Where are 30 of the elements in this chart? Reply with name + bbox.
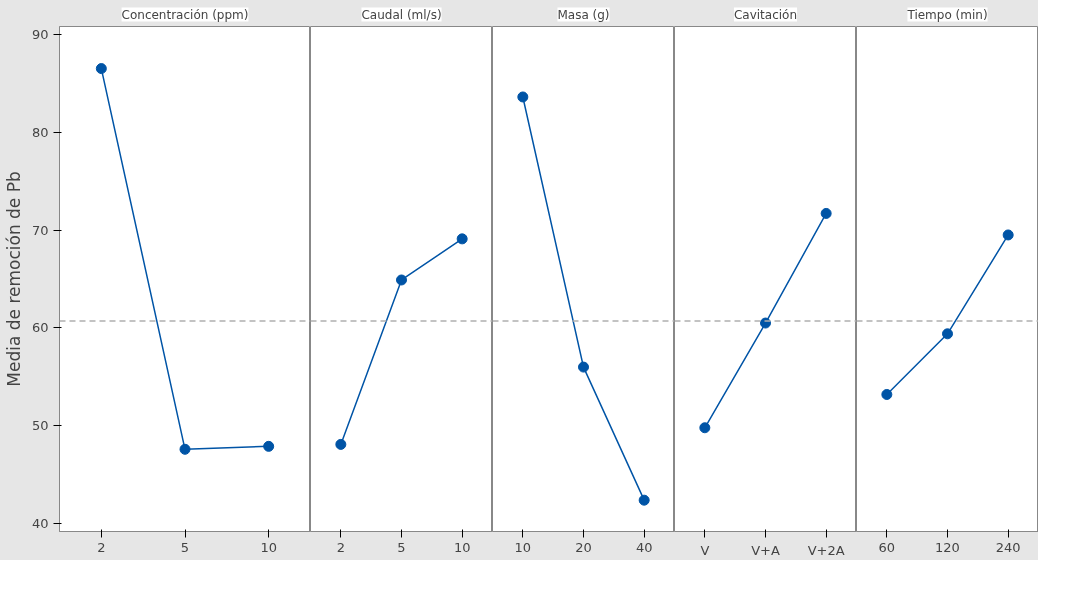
x-tick-label: 10 <box>260 539 277 555</box>
y-tick-label: 40 <box>31 516 49 532</box>
x-tick-label: 5 <box>180 539 190 555</box>
x-tick-label: 2 <box>97 539 106 555</box>
y-tick-label: 50 <box>31 418 49 434</box>
chart-title: Concentración (ppm) <box>121 7 249 22</box>
y-tick-label: 70 <box>31 222 49 238</box>
x-tick-label: V <box>700 542 710 558</box>
x-tick-label: 40 <box>635 539 653 555</box>
x-tick-label: V+2A <box>807 542 845 558</box>
point <box>95 63 107 75</box>
chart-title: Caudal (ml/s) <box>361 7 442 22</box>
point <box>263 440 275 452</box>
x-tick-label: 20 <box>575 539 592 555</box>
point <box>179 443 191 455</box>
y-tick-label: 80 <box>31 124 49 140</box>
x-tick-label: 10 <box>453 539 471 555</box>
chart-title: Masa (g) <box>557 7 610 22</box>
x-tick-label: 240 <box>995 539 1021 555</box>
chart-title: Cavitación <box>733 7 798 22</box>
x-tick-label: 120 <box>935 539 960 555</box>
x-tick-label: 2 <box>336 539 345 555</box>
x-tick-label: V+A <box>751 542 780 558</box>
y-axis-title: Media de remoción de Pb <box>3 171 24 387</box>
x-tick-label: 5 <box>397 539 406 555</box>
x-tick-label: 10 <box>514 539 532 555</box>
y-tick-label: 90 <box>31 26 49 42</box>
x-tick-label: 60 <box>878 539 896 555</box>
chart-title: Tiempo (min) <box>906 7 988 22</box>
y-tick-label: 60 <box>31 320 49 336</box>
